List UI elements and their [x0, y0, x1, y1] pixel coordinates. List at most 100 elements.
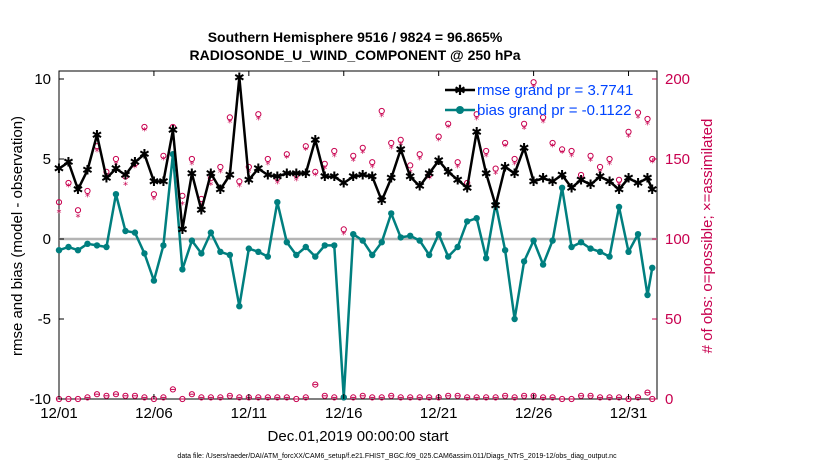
rmse-point: ✱ [158, 175, 169, 190]
obs-low-possible-point [558, 395, 566, 403]
obs-possible-point [539, 114, 547, 121]
rmse-point: ✱ [272, 170, 283, 185]
chart-title-line1: Southern Hemisphere 9516 / 9824 = 96.865… [208, 29, 503, 45]
obs-low-possible-point [65, 395, 72, 403]
bias-point [226, 251, 234, 259]
obs-low-possible-point [226, 392, 233, 399]
obs-low-possible-point [473, 394, 480, 401]
svg-text:✱: ✱ [454, 83, 466, 99]
rmse-point: ✱ [433, 154, 444, 169]
bias-point [378, 239, 385, 246]
obs-possible-point [483, 147, 490, 155]
series-line-rmse [58, 76, 654, 231]
rmse-point: ✱ [224, 169, 235, 184]
obs-assimilated-point: * [389, 144, 394, 155]
rmse-point: ✱ [167, 124, 178, 139]
x-tick-label: 12/01 [40, 405, 78, 422]
rmse-point: ✱ [101, 172, 112, 187]
obs-assimilated-point: * [493, 169, 498, 180]
rmse-point: ✱ [557, 169, 568, 184]
obs-possible-point [55, 199, 63, 206]
obs-low-possible-point [596, 394, 604, 401]
obs-assimilated-point: * [85, 192, 90, 203]
obs-possible-point [587, 152, 594, 159]
bias-point [312, 253, 319, 260]
obs-possible-point [625, 128, 632, 135]
obs-low-possible-point [634, 394, 642, 401]
obs-possible-point [236, 178, 243, 185]
y2-tick-label: 150 [665, 151, 690, 168]
obs-assimilated-point: * [379, 112, 384, 123]
rmse-point: ✱ [148, 175, 159, 190]
obs-possible-point [312, 168, 319, 175]
obs-possible-point [634, 109, 642, 116]
series-line-bias [58, 152, 654, 399]
obs-assimilated-point: * [142, 126, 147, 137]
obs-assimilated-point: * [294, 176, 299, 187]
rmse-point: ✱ [462, 181, 473, 196]
obs-assimilated-point: * [550, 142, 555, 153]
rmse-point: ✱ [291, 167, 302, 182]
bias-point [511, 315, 518, 323]
obs-low-possible-point [312, 381, 319, 388]
obs-possible-point [188, 155, 195, 163]
obs-assimilated-point: * [161, 155, 166, 166]
rmse-point: ✱ [348, 170, 359, 185]
rmse-point: ✱ [329, 170, 340, 185]
obs-possible-point [331, 147, 338, 155]
y-tick-label: 10 [34, 71, 51, 88]
rmse-point: ✱ [73, 183, 84, 198]
chart-title-line2: RADIOSONDE_U_WIND_COMPONENT @ 250 hPa [189, 47, 520, 63]
obs-assimilated-point: * [113, 160, 118, 171]
rmse-point: ✱ [205, 167, 216, 182]
bias-point [207, 229, 215, 236]
obs-possible-point [74, 207, 82, 214]
obs-assimilated-point: * [303, 145, 308, 156]
obs-assimilated-point: * [351, 157, 356, 168]
obs-possible-point [521, 120, 528, 127]
obs-assimilated-point: * [284, 153, 289, 164]
bias-point [112, 191, 120, 198]
obs-possible-point [615, 176, 623, 183]
bias-point [65, 243, 72, 251]
obs-assimilated-point: * [75, 213, 80, 224]
obs-possible-point [217, 163, 224, 171]
obs-low-possible-point [198, 394, 205, 401]
bias-point [84, 240, 91, 247]
obs-assimilated-point: * [360, 149, 365, 160]
obs-low-possible-point [274, 394, 281, 401]
obs-possible-point [378, 107, 385, 115]
obs-possible-point [530, 79, 537, 86]
obs-assimilated-point: * [398, 141, 403, 152]
rmse-point: ✱ [647, 183, 658, 198]
obs-possible-point [558, 146, 566, 153]
obs-assimilated-point: * [522, 125, 527, 136]
obs-low-possible-point [131, 392, 139, 399]
obs-assimilated-point: * [645, 120, 650, 131]
bias-point [217, 248, 224, 255]
obs-assimilated-point: * [455, 163, 460, 174]
obs-low-possible-point [445, 392, 452, 399]
obs-possible-point [65, 179, 72, 187]
rmse-point: ✱ [120, 169, 131, 184]
bias-point [236, 303, 243, 310]
obs-assimilated-point: * [607, 160, 612, 171]
bias-point [122, 227, 129, 235]
x-tick-label: 12/16 [325, 405, 363, 422]
obs-low-possible-point [93, 391, 101, 398]
obs-possible-point [549, 139, 556, 147]
bias-point [435, 231, 442, 238]
rmse-point: ✱ [528, 175, 539, 190]
obs-low-possible-point [416, 394, 423, 401]
obs-low-possible-point [122, 392, 129, 399]
bias-point [198, 250, 205, 257]
obs-possible-point [112, 155, 120, 163]
rmse-point: ✱ [538, 172, 549, 187]
obs-low-possible-point [74, 395, 82, 403]
obs-assimilated-point: * [66, 182, 71, 193]
y2-axis-label: # of obs: o=possible; ×=assimilated [699, 119, 716, 354]
obs-low-possible-point [407, 394, 414, 401]
obs-low-possible-point [160, 394, 167, 401]
obs-possible-point [302, 143, 309, 150]
obs-possible-point [596, 163, 604, 171]
